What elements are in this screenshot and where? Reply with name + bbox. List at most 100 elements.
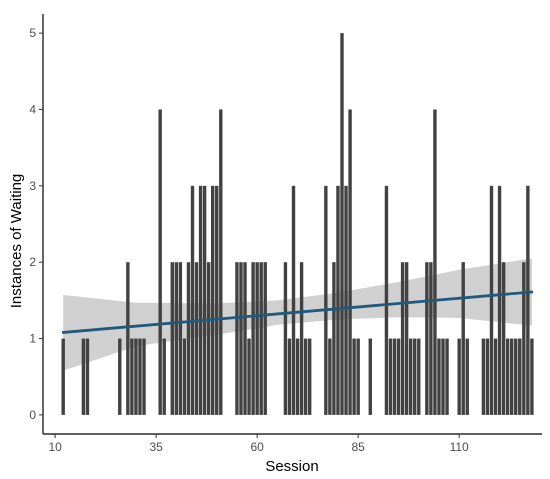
bar: [352, 338, 356, 415]
bar: [344, 185, 348, 415]
bar: [340, 33, 344, 415]
bar: [158, 109, 162, 415]
bar: [162, 338, 166, 415]
bar: [457, 338, 461, 415]
x-axis-title: Session: [265, 458, 318, 475]
y-tick-label: 5: [29, 26, 36, 40]
x-ticks: 10 35 60 85 110: [48, 434, 469, 454]
bar: [194, 262, 199, 415]
y-axis-title: Instances of Waiting: [8, 174, 25, 309]
bar: [202, 185, 207, 415]
bar: [501, 262, 506, 415]
bar: [388, 338, 393, 415]
bar: [211, 185, 215, 415]
bar: [461, 262, 465, 415]
bar: [348, 109, 352, 415]
bar: [118, 338, 122, 415]
bar: [429, 262, 433, 415]
y-tick-label: 0: [29, 408, 36, 422]
bar: [404, 262, 409, 415]
bar: [61, 338, 65, 415]
bar: [497, 185, 502, 415]
bar: [299, 262, 304, 415]
x-tick-label: 110: [450, 440, 469, 454]
bar: [522, 262, 526, 415]
x-tick-label: 85: [351, 440, 365, 454]
bar: [336, 185, 340, 415]
bar: [170, 262, 174, 415]
bar: [408, 338, 413, 415]
bar: [441, 338, 445, 415]
bar: [324, 185, 328, 415]
bar: [514, 338, 518, 415]
bar: [489, 185, 494, 415]
bar: [190, 185, 195, 415]
bar: [85, 338, 90, 415]
bar: [291, 185, 296, 415]
bar: [243, 262, 247, 415]
bars-layer: [61, 33, 534, 415]
y-tick-label: 3: [29, 179, 36, 193]
bar: [283, 262, 288, 415]
bar: [332, 262, 336, 415]
bar: [130, 338, 134, 415]
bar: [295, 338, 300, 415]
bar: [328, 338, 332, 415]
bar: [247, 338, 251, 415]
bar: [433, 109, 437, 415]
bar: [174, 262, 179, 415]
bar: [485, 338, 490, 415]
confidence-band-layer: [63, 258, 532, 371]
bar: [142, 338, 146, 415]
bar: [134, 338, 138, 415]
bar: [303, 338, 308, 415]
y-tick-label: 1: [29, 332, 36, 346]
bar: [138, 338, 142, 415]
bar: [219, 109, 223, 415]
x-tick-label: 60: [250, 440, 264, 454]
bar: [215, 185, 219, 415]
bar: [307, 338, 312, 415]
bar: [425, 262, 429, 415]
bar: [384, 185, 389, 415]
x-tick-label: 10: [48, 440, 62, 454]
trend-line-layer: [61, 290, 534, 334]
bar: [81, 338, 86, 415]
bar: [206, 262, 211, 415]
bar: [505, 338, 510, 415]
y-ticks: 0 1 2 3 4 5: [29, 26, 43, 422]
bar: [526, 185, 530, 415]
y-tick-label: 4: [29, 102, 36, 116]
bar: [445, 338, 449, 415]
bar: [368, 338, 372, 415]
bar: [178, 262, 183, 415]
bar: [518, 338, 522, 415]
bar: [182, 338, 187, 415]
confidence-band: [63, 258, 532, 371]
trend-line: [61, 290, 534, 334]
bar: [465, 338, 469, 415]
y-tick-label: 2: [29, 255, 36, 269]
bar: [126, 262, 130, 415]
bar: [510, 338, 514, 415]
bar: [392, 338, 397, 415]
bar: [437, 338, 441, 415]
bar: [235, 262, 239, 415]
bar: [396, 338, 401, 415]
bar: [481, 338, 486, 415]
bar: [493, 338, 498, 415]
bar: [198, 185, 203, 415]
bar: [186, 262, 191, 415]
bar: [530, 338, 534, 415]
bar: [263, 262, 267, 415]
bar: [356, 338, 360, 415]
bar: [413, 338, 417, 415]
bar: [251, 262, 255, 415]
x-tick-label: 35: [149, 440, 163, 454]
bar: [239, 262, 243, 415]
bar: [417, 338, 421, 415]
bar: [287, 338, 292, 415]
bar: [259, 262, 263, 415]
bar: [255, 262, 259, 415]
